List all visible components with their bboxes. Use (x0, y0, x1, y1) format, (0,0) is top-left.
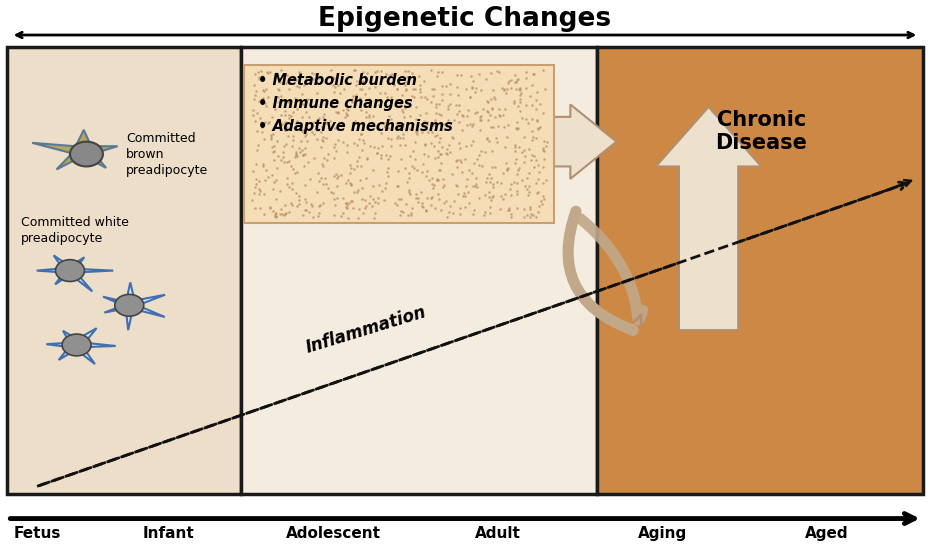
Text: Inflammation: Inflammation (304, 303, 429, 357)
Polygon shape (46, 328, 115, 364)
Text: Committed white
preadipocyte: Committed white preadipocyte (20, 217, 128, 245)
Text: Adolescent: Adolescent (286, 526, 380, 541)
Polygon shape (36, 255, 113, 292)
Text: Infant: Infant (143, 526, 194, 541)
Text: Fetus: Fetus (13, 526, 60, 541)
Bar (241, 47, 597, 494)
Text: Epigenetic Changes: Epigenetic Changes (318, 5, 612, 32)
Circle shape (56, 259, 85, 281)
Polygon shape (103, 282, 166, 330)
Text: Adult: Adult (475, 526, 521, 541)
Bar (7, 47, 241, 494)
Circle shape (114, 294, 144, 316)
Circle shape (70, 141, 103, 166)
Polygon shape (656, 107, 762, 330)
FancyBboxPatch shape (245, 65, 554, 224)
Text: Aged: Aged (805, 526, 849, 541)
Polygon shape (33, 130, 117, 169)
Circle shape (62, 334, 91, 356)
Bar (597, 47, 923, 494)
Text: Aging: Aging (638, 526, 687, 541)
Text: • Metabolic burden
• Immune changes
• Adaptive mechanisms: • Metabolic burden • Immune changes • Ad… (258, 73, 453, 134)
Text: Chronic
Disease: Chronic Disease (715, 110, 807, 153)
Polygon shape (518, 104, 617, 179)
Text: Committed
brown
preadipocyte: Committed brown preadipocyte (126, 132, 208, 177)
